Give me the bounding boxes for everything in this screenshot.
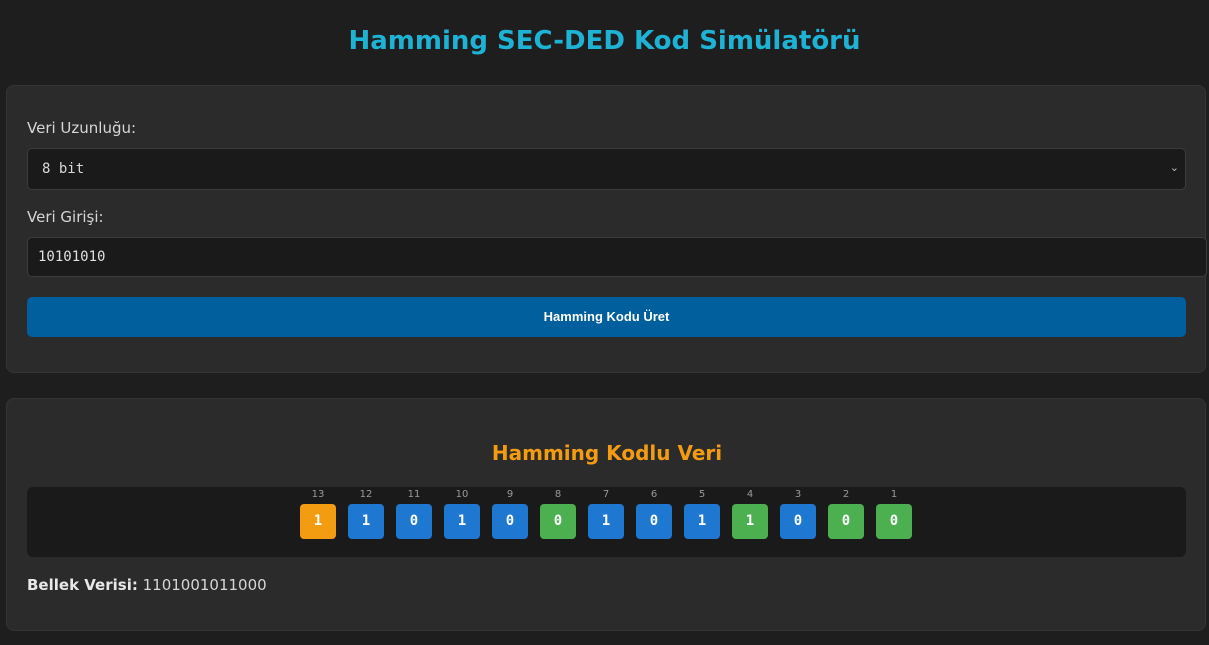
bit-position-label: 5 bbox=[698, 489, 706, 500]
memory-data-label: Bellek Verisi: bbox=[27, 576, 138, 594]
data-input-label: Veri Girişi: bbox=[27, 208, 104, 226]
bit-position-label: 7 bbox=[602, 489, 610, 500]
bit-position-label: 9 bbox=[506, 489, 514, 500]
memory-data-value: 1101001011000 bbox=[142, 576, 267, 594]
bit-position-label: 6 bbox=[650, 489, 658, 500]
chevron-down-icon: ⌄ bbox=[1169, 161, 1179, 174]
data-length-label: Veri Uzunluğu: bbox=[27, 119, 137, 137]
bit-cell: 11 0 bbox=[396, 487, 432, 557]
bit-value-box: 1 bbox=[732, 504, 768, 539]
bit-position-label: 10 bbox=[455, 489, 469, 500]
bit-value-box: 0 bbox=[492, 504, 528, 539]
bit-value-box: 0 bbox=[828, 504, 864, 539]
bit-value-box: 1 bbox=[444, 504, 480, 539]
bit-value-box: 1 bbox=[684, 504, 720, 539]
bit-position-label: 8 bbox=[554, 489, 562, 500]
memory-data: Bellek Verisi: 1101001011000 bbox=[27, 576, 267, 594]
data-input-field[interactable]: 10101010 bbox=[27, 237, 1207, 277]
data-length-selected-value: 8 bit bbox=[42, 161, 85, 177]
bit-value-box: 0 bbox=[540, 504, 576, 539]
result-title: Hamming Kodlu Veri bbox=[491, 441, 723, 465]
bit-position-label: 4 bbox=[746, 489, 754, 500]
encoded-bit-strip: 13 1 12 1 11 0 10 1 9 0 8 0 7 1 6 0 5 1 4 1 3 0 2 0 1 0 bbox=[27, 487, 1186, 557]
bit-position-label: 12 bbox=[359, 489, 373, 500]
result-panel: Hamming Kodlu Veri 13 1 12 1 11 0 10 1 9 0 8 0 7 1 6 0 5… bbox=[6, 398, 1206, 631]
bit-position-label: 2 bbox=[842, 489, 850, 500]
data-length-select[interactable]: 8 bit ⌄ bbox=[27, 148, 1186, 190]
bit-cell: 13 1 bbox=[300, 487, 336, 557]
bit-list: 13 1 12 1 11 0 10 1 9 0 8 0 7 1 6 0 5 1 4 1 3 0 2 0 1 0 bbox=[300, 487, 912, 557]
page-title: Hamming SEC-DED Kod Simülatörü bbox=[348, 26, 861, 56]
bit-cell: 10 1 bbox=[444, 487, 480, 557]
bit-value-box: 1 bbox=[348, 504, 384, 539]
bit-value-box: 0 bbox=[636, 504, 672, 539]
bit-position-label: 3 bbox=[794, 489, 802, 500]
bit-value-box: 1 bbox=[588, 504, 624, 539]
bit-cell: 12 1 bbox=[348, 487, 384, 557]
bit-position-label: 1 bbox=[890, 489, 898, 500]
bit-value-box: 0 bbox=[780, 504, 816, 539]
generate-hamming-button[interactable]: Hamming Kodu Üret bbox=[27, 297, 1186, 337]
input-panel: Veri Uzunluğu: 8 bit ⌄ Veri Girişi: 1010… bbox=[6, 85, 1207, 373]
bit-position-label: 13 bbox=[311, 489, 325, 500]
bit-value-box: 0 bbox=[396, 504, 432, 539]
bit-position-label: 11 bbox=[407, 489, 421, 500]
bit-value-box: 0 bbox=[876, 504, 912, 539]
bit-value-box: 1 bbox=[300, 504, 336, 539]
